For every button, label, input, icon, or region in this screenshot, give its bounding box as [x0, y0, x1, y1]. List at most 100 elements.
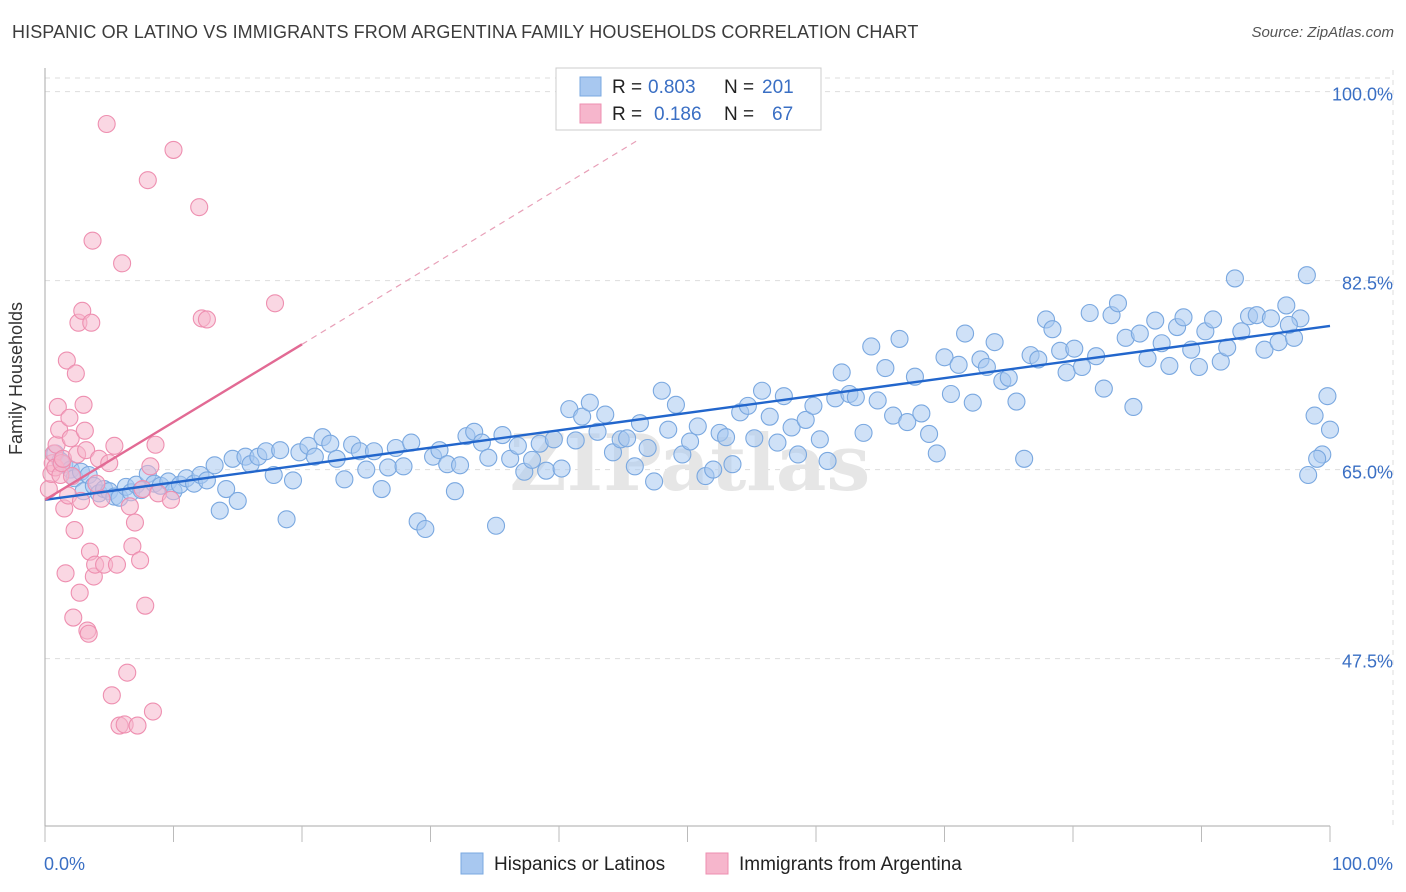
data-point: [264, 465, 283, 485]
legend-top-n-value: 67: [772, 104, 793, 125]
data-point: [113, 254, 132, 273]
data-point: [48, 397, 67, 417]
data-point: [862, 337, 881, 356]
data-point: [1094, 379, 1113, 398]
data-point: [1043, 320, 1062, 339]
data-point: [210, 501, 229, 520]
y-tick-label: 82.5%: [1342, 274, 1393, 294]
data-point: [796, 410, 815, 429]
legend-top-pink-swatch: [579, 103, 602, 124]
data-point: [138, 171, 157, 190]
data-point: [638, 438, 657, 458]
trend-lines: [44, 140, 1331, 502]
data-point: [956, 324, 975, 343]
data-point: [1320, 420, 1340, 439]
data-point: [92, 489, 111, 508]
data-point: [56, 564, 75, 583]
legend-bottom: Hispanics or Latinos Immigrants from Arg…: [460, 852, 962, 875]
data-point: [1130, 324, 1149, 343]
data-point: [1225, 269, 1244, 288]
data-point: [82, 313, 101, 332]
data-point: [752, 381, 772, 400]
data-point: [985, 333, 1004, 352]
data-point: [868, 391, 887, 410]
x-tick-label: 100.0%: [1332, 854, 1393, 874]
data-point: [1160, 356, 1179, 375]
data-point: [652, 381, 671, 400]
data-point: [372, 479, 391, 499]
legend-bottom-label: Immigrants from Argentina: [739, 854, 962, 875]
data-point: [87, 474, 106, 493]
data-point: [394, 457, 413, 476]
x-tick-labels: 0.0% 100.0%: [44, 854, 1393, 874]
data-point: [854, 423, 873, 442]
data-point: [898, 413, 917, 432]
data-point: [1255, 340, 1274, 359]
data-point: [161, 490, 180, 509]
data-point: [544, 430, 563, 449]
data-point: [128, 716, 147, 735]
data-point: [832, 363, 851, 382]
data-point: [890, 329, 909, 348]
data-point: [75, 421, 94, 440]
data-point: [123, 537, 142, 556]
data-point: [912, 404, 931, 423]
data-point: [120, 497, 139, 516]
data-point: [1269, 333, 1288, 352]
data-point: [379, 458, 398, 477]
data-point: [681, 432, 700, 451]
data-point: [716, 428, 736, 447]
data-point: [486, 516, 506, 535]
data-point: [760, 407, 779, 426]
data-point: [118, 663, 137, 682]
data-point: [1146, 311, 1165, 330]
legend-top-blue-swatch: [579, 76, 602, 97]
data-point: [537, 461, 556, 480]
legend-bottom-blue-swatch: [460, 852, 484, 875]
data-point: [83, 231, 102, 250]
data-point: [283, 471, 303, 490]
source-label: Source: ZipAtlas.com: [1251, 24, 1394, 41]
y-tick-label: 47.5%: [1342, 652, 1393, 672]
data-point: [630, 414, 650, 433]
data-point: [479, 448, 498, 467]
y-tick-labels: 47.5% 65.0% 82.5% 100.0%: [1332, 85, 1393, 672]
data-point: [105, 436, 124, 455]
legend-top-r-value: 0.186: [654, 104, 702, 125]
axes: [44, 68, 1331, 842]
data-point: [645, 472, 664, 491]
data-point: [205, 456, 224, 475]
data-point: [107, 555, 127, 574]
data-point: [522, 450, 542, 469]
data-point: [493, 425, 512, 445]
legend-top-n-label: N =: [724, 77, 754, 98]
data-point: [197, 310, 216, 329]
series-hispanics-or-latinos: [46, 266, 1340, 539]
y-tick-label: 100.0%: [1332, 85, 1393, 105]
data-point: [143, 702, 162, 721]
data-point: [810, 430, 829, 449]
data-point: [1065, 339, 1084, 358]
data-point: [60, 408, 79, 427]
legend-top-r-label: R =: [612, 104, 642, 125]
data-point: [818, 451, 837, 471]
legend-top-n-value: 201: [762, 77, 794, 98]
data-point: [136, 596, 155, 615]
data-point: [61, 429, 80, 448]
data-point: [357, 460, 376, 479]
chart-title: HISPANIC OR LATINO VS IMMIGRANTS FROM AR…: [12, 22, 919, 42]
data-point: [573, 407, 592, 426]
legend-top-n-label: N =: [724, 104, 754, 125]
data-point: [305, 447, 324, 466]
data-point: [265, 294, 285, 313]
data-point: [774, 387, 793, 406]
data-point: [197, 471, 216, 490]
data-point: [131, 551, 150, 570]
data-point: [1204, 310, 1223, 329]
data-point: [927, 444, 946, 463]
data-point: [102, 686, 121, 705]
data-point: [1318, 387, 1337, 406]
trend-line-extension: [301, 140, 637, 345]
data-point: [552, 459, 571, 478]
